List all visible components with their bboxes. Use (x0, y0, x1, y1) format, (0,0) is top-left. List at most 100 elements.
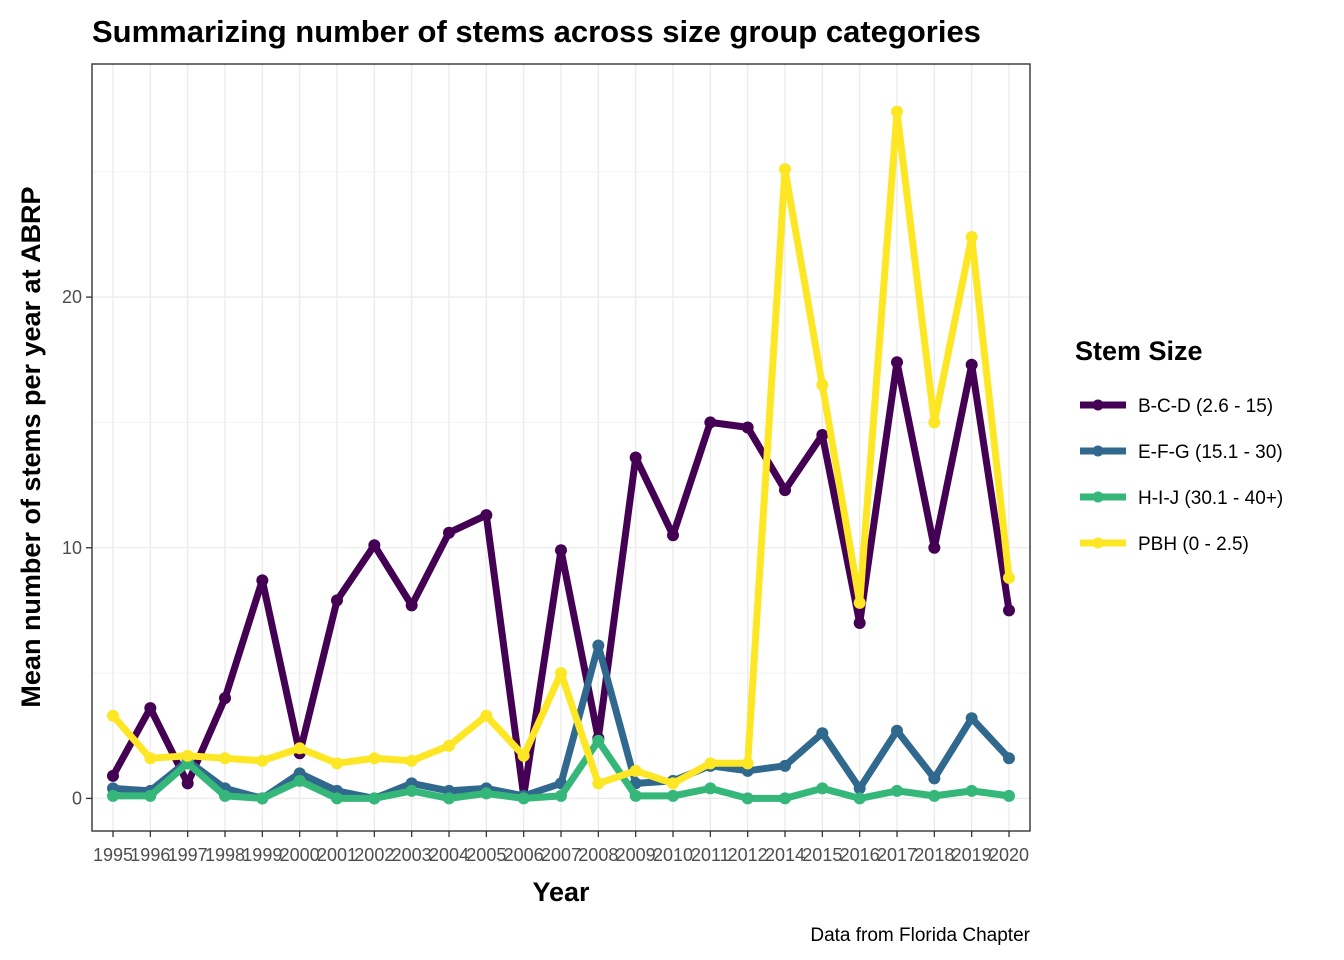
data-point (704, 782, 717, 795)
data-point (1003, 752, 1015, 765)
data-point (891, 724, 903, 737)
data-point (1003, 571, 1015, 584)
legend-item: E-F-G (15.1 - 30) (1080, 442, 1283, 463)
data-point (555, 789, 567, 802)
legend-item: B-C-D (2.6 - 15) (1080, 396, 1273, 417)
grid-lines (92, 64, 1030, 831)
data-point (555, 544, 567, 557)
data-point (965, 358, 978, 371)
x-tick-label: 2020 (989, 845, 1029, 865)
x-tick-label: 2014 (765, 845, 805, 865)
caption: Data from Florida Chapter (810, 925, 1030, 946)
data-point (443, 739, 455, 752)
legend-label: PBH (0 - 2.5) (1138, 534, 1249, 555)
data-point (181, 749, 194, 762)
data-point (331, 757, 343, 770)
data-point (816, 782, 829, 795)
y-tick-label: 10 (62, 538, 82, 558)
data-point (667, 529, 679, 542)
data-point (816, 727, 829, 740)
data-point (405, 784, 418, 797)
data-point (704, 416, 717, 429)
legend-item: PBH (0 - 2.5) (1080, 534, 1249, 555)
x-tick-label: 1998 (205, 845, 245, 865)
data-point (853, 792, 866, 805)
data-point (629, 764, 642, 777)
data-point (443, 526, 455, 539)
legend-items: B-C-D (2.6 - 15) E-F-G (15.1 - 30) H-I-J (… (1080, 396, 1283, 555)
data-point (443, 792, 455, 805)
x-tick-label: 2005 (466, 845, 506, 865)
legend-key-point (1092, 537, 1104, 549)
x-tick-label: 2007 (541, 845, 581, 865)
x-tick-label: 2012 (728, 845, 768, 865)
legend-title: Stem Size (1075, 336, 1203, 366)
data-point (331, 594, 343, 607)
data-point (107, 769, 119, 782)
data-point (891, 105, 903, 118)
data-point (853, 782, 866, 795)
data-point (517, 749, 530, 762)
data-point (928, 416, 941, 429)
data-point (779, 792, 791, 805)
y-axis: 0 10 20 (62, 287, 92, 808)
data-point (853, 596, 866, 609)
series-0 (107, 356, 1015, 802)
x-tick-label: 2000 (280, 845, 320, 865)
data-point (144, 789, 157, 802)
data-point (965, 712, 978, 725)
data-point (779, 484, 791, 497)
legend-label: E-F-G (15.1 - 30) (1138, 442, 1283, 463)
x-tick-label: 1999 (242, 845, 282, 865)
x-tick-label: 1997 (168, 845, 208, 865)
x-tick-label: 2009 (616, 845, 656, 865)
data-point (741, 757, 754, 770)
y-axis-title: Mean number of stems per year at ABRP (16, 186, 46, 707)
data-point (704, 757, 717, 770)
data-point (816, 378, 829, 391)
data-point (667, 777, 679, 790)
data-point (256, 792, 269, 805)
y-tick-label: 0 (72, 788, 82, 808)
data-point (219, 692, 231, 705)
x-tick-label: 2015 (802, 845, 842, 865)
data-point (331, 792, 343, 805)
x-tick-label: 2010 (653, 845, 693, 865)
x-tick-label: 2011 (691, 845, 730, 865)
data-point (144, 702, 157, 715)
legend-key-point (1092, 445, 1104, 457)
data-point (405, 754, 418, 767)
data-point (891, 356, 903, 369)
data-point (480, 709, 493, 722)
data-point (480, 787, 493, 800)
data-point (293, 742, 306, 755)
series-lines (107, 105, 1015, 805)
data-point (741, 421, 754, 434)
data-point (219, 752, 231, 765)
legend-key-point (1092, 399, 1104, 411)
data-point (368, 792, 381, 805)
data-point (779, 163, 791, 176)
x-tick-label: 2019 (952, 845, 992, 865)
data-point (741, 792, 754, 805)
x-tick-label: 1996 (130, 845, 170, 865)
data-point (107, 789, 119, 802)
plot-panel (91, 63, 1031, 832)
series-2 (107, 734, 1015, 805)
data-point (1003, 789, 1015, 802)
legend-label: H-I-J (30.1 - 40+) (1138, 488, 1283, 509)
data-point (405, 599, 418, 612)
data-point (293, 774, 306, 787)
series-3 (107, 105, 1015, 790)
data-point (629, 451, 642, 464)
data-point (592, 777, 605, 790)
data-point (144, 752, 157, 765)
x-tick-label: 2017 (877, 845, 917, 865)
data-point (667, 789, 679, 802)
data-point (181, 777, 194, 790)
x-tick-label: 2018 (914, 845, 954, 865)
x-tick-label: 1995 (93, 845, 133, 865)
data-point (816, 428, 829, 441)
data-point (928, 541, 941, 554)
